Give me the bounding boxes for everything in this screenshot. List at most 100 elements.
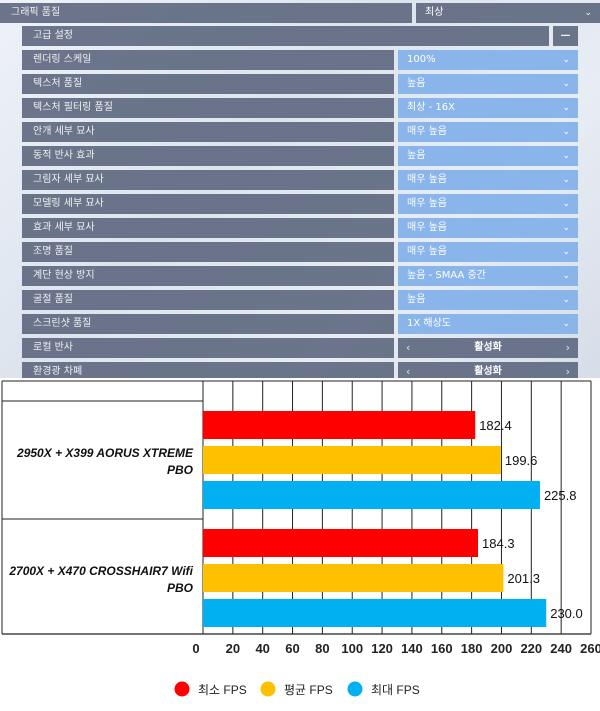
category-label: 2950X + X399 AORUS XTREME: [16, 446, 194, 460]
graphics-quality-value: 최상: [425, 7, 444, 18]
advanced-settings-label: 고급 설정: [22, 26, 549, 46]
setting-select[interactable]: 최상 - 16X ⌄: [398, 98, 578, 118]
setting-label: 동적 반사 효과: [22, 146, 394, 166]
setting-label: 효과 세부 묘사: [22, 218, 394, 238]
chevron-down-icon: ⌄: [562, 319, 570, 329]
setting-row[interactable]: 텍스처 필터링 품질 최상 - 16X ⌄: [22, 98, 578, 118]
x-tick-label: 20: [226, 641, 240, 656]
x-tick-label: 180: [461, 641, 483, 656]
toggle-label: 로컬 반사: [22, 338, 394, 358]
bar: [203, 599, 547, 627]
setting-row[interactable]: 계단 현상 방지 높음 - SMAA 중간 ⌄: [22, 266, 578, 286]
x-tick-label: 260: [580, 641, 600, 656]
chevron-down-icon: ⌄: [562, 295, 570, 305]
setting-row[interactable]: 동적 반사 효과 높음 ⌄: [22, 146, 578, 166]
x-tick-label: 100: [341, 641, 363, 656]
bar: [203, 529, 479, 557]
legend-marker: [260, 681, 276, 697]
x-tick-label: 0: [192, 641, 199, 656]
chevron-right-icon[interactable]: ›: [565, 341, 570, 354]
chevron-down-icon: ⌄: [562, 199, 570, 209]
setting-row[interactable]: 스크린샷 품질 1X 해상도 ⌄: [22, 314, 578, 334]
toggle-value: 활성화: [474, 342, 502, 353]
bar-chart-svg: 182.4 184.3 199.6 201.3 225.8 230.0 2950X + X3…: [1, 380, 600, 697]
bar: [203, 564, 504, 592]
setting-select[interactable]: 높음 ⌄: [398, 74, 578, 94]
setting-row[interactable]: 효과 세부 묘사 매우 높음 ⌄: [22, 218, 578, 238]
toggle-selector[interactable]: ‹ 활성화 ›: [398, 362, 578, 378]
legend-label: 최대 FPS: [371, 683, 420, 697]
legend-marker: [347, 681, 363, 697]
setting-row[interactable]: 굴절 품질 높음 ⌄: [22, 290, 578, 310]
setting-row[interactable]: 그림자 세부 묘사 매우 높음 ⌄: [22, 170, 578, 190]
graphics-quality-row[interactable]: 그래픽 품질 최상 ⌄: [0, 3, 600, 23]
setting-row[interactable]: 렌더링 스케일 100% ⌄: [22, 50, 578, 70]
x-tick-label: 80: [315, 641, 329, 656]
setting-select[interactable]: 높음 ⌄: [398, 146, 578, 166]
setting-value: 높음: [407, 294, 426, 305]
setting-select[interactable]: 매우 높음 ⌄: [398, 218, 578, 238]
setting-select[interactable]: 높음 - SMAA 중간 ⌄: [398, 266, 578, 286]
x-tick-label: 40: [255, 641, 269, 656]
setting-row[interactable]: 안개 세부 묘사 매우 높음 ⌄: [22, 122, 578, 142]
setting-label: 스크린샷 품질: [22, 314, 394, 334]
x-tick-label: 160: [431, 641, 453, 656]
setting-label: 안개 세부 묘사: [22, 122, 394, 142]
chevron-down-icon: ⌄: [584, 8, 592, 18]
setting-row[interactable]: 모델링 세부 묘사 매우 높음 ⌄: [22, 194, 578, 214]
setting-select[interactable]: 1X 해상도 ⌄: [398, 314, 578, 334]
toggle-row[interactable]: 환경광 차폐 ‹ 활성화 ›: [22, 362, 578, 378]
toggle-row[interactable]: 로컬 반사 ‹ 활성화 ›: [22, 338, 578, 358]
setting-select[interactable]: 매우 높음 ⌄: [398, 170, 578, 190]
graphics-quality-label: 그래픽 품질: [0, 3, 412, 23]
setting-select[interactable]: 매우 높음 ⌄: [398, 242, 578, 262]
chevron-down-icon: ⌄: [562, 151, 570, 161]
fps-chart: 182.4 184.3 199.6 201.3 225.8 230.0 2950X + X3…: [0, 378, 600, 707]
x-tick-label: 60: [285, 641, 299, 656]
setting-select[interactable]: 100% ⌄: [398, 50, 578, 70]
setting-value: 높음 - SMAA 중간: [407, 270, 486, 281]
setting-label: 그림자 세부 묘사: [22, 170, 394, 190]
toggle-selector[interactable]: ‹ 활성화 ›: [398, 338, 578, 358]
graphics-quality-select[interactable]: 최상 ⌄: [416, 3, 600, 23]
chevron-left-icon[interactable]: ‹: [406, 365, 411, 378]
setting-value: 매우 높음: [407, 126, 447, 137]
legend-label: 최소 FPS: [198, 683, 247, 697]
setting-select[interactable]: 매우 높음 ⌄: [398, 194, 578, 214]
category-label: PBO: [167, 581, 194, 595]
setting-value: 매우 높음: [407, 246, 447, 257]
bar-value-label: 201.3: [507, 571, 540, 586]
x-tick-label: 220: [520, 641, 542, 656]
toggle-value: 활성화: [474, 366, 502, 377]
setting-select[interactable]: 매우 높음 ⌄: [398, 122, 578, 142]
setting-row[interactable]: 텍스처 품질 높음 ⌄: [22, 74, 578, 94]
chevron-down-icon: ⌄: [562, 271, 570, 281]
setting-label: 모델링 세부 묘사: [22, 194, 394, 214]
bar: [203, 446, 501, 474]
legend-label: 평균 FPS: [284, 683, 333, 697]
setting-label: 계단 현상 방지: [22, 266, 394, 286]
collapse-icon[interactable]: —: [553, 26, 578, 46]
category-label: PBO: [167, 463, 194, 477]
category-label: 2700X + X470 CROSSHAIR7 Wifi: [8, 564, 193, 578]
setting-label: 텍스처 품질: [22, 74, 394, 94]
bar-value-label: 199.6: [505, 453, 538, 468]
setting-value: 매우 높음: [407, 198, 447, 209]
bar-value-label: 225.8: [544, 488, 577, 503]
toggle-label: 환경광 차폐: [22, 362, 394, 378]
bar-value-label: 184.3: [482, 536, 515, 551]
advanced-settings-row[interactable]: 고급 설정 —: [22, 26, 578, 46]
chevron-down-icon: ⌄: [562, 103, 570, 113]
bar-value-label: 230.0: [550, 606, 583, 621]
x-tick-label: 140: [401, 641, 423, 656]
chevron-left-icon[interactable]: ‹: [406, 341, 411, 354]
chevron-right-icon[interactable]: ›: [565, 365, 570, 378]
bar: [203, 481, 540, 509]
chevron-down-icon: ⌄: [562, 79, 570, 89]
setting-row[interactable]: 조명 품질 매우 높음 ⌄: [22, 242, 578, 262]
x-tick-label: 120: [371, 641, 393, 656]
setting-select[interactable]: 높음 ⌄: [398, 290, 578, 310]
legend-marker: [174, 681, 190, 697]
bar: [203, 411, 476, 439]
setting-value: 1X 해상도: [407, 318, 451, 329]
